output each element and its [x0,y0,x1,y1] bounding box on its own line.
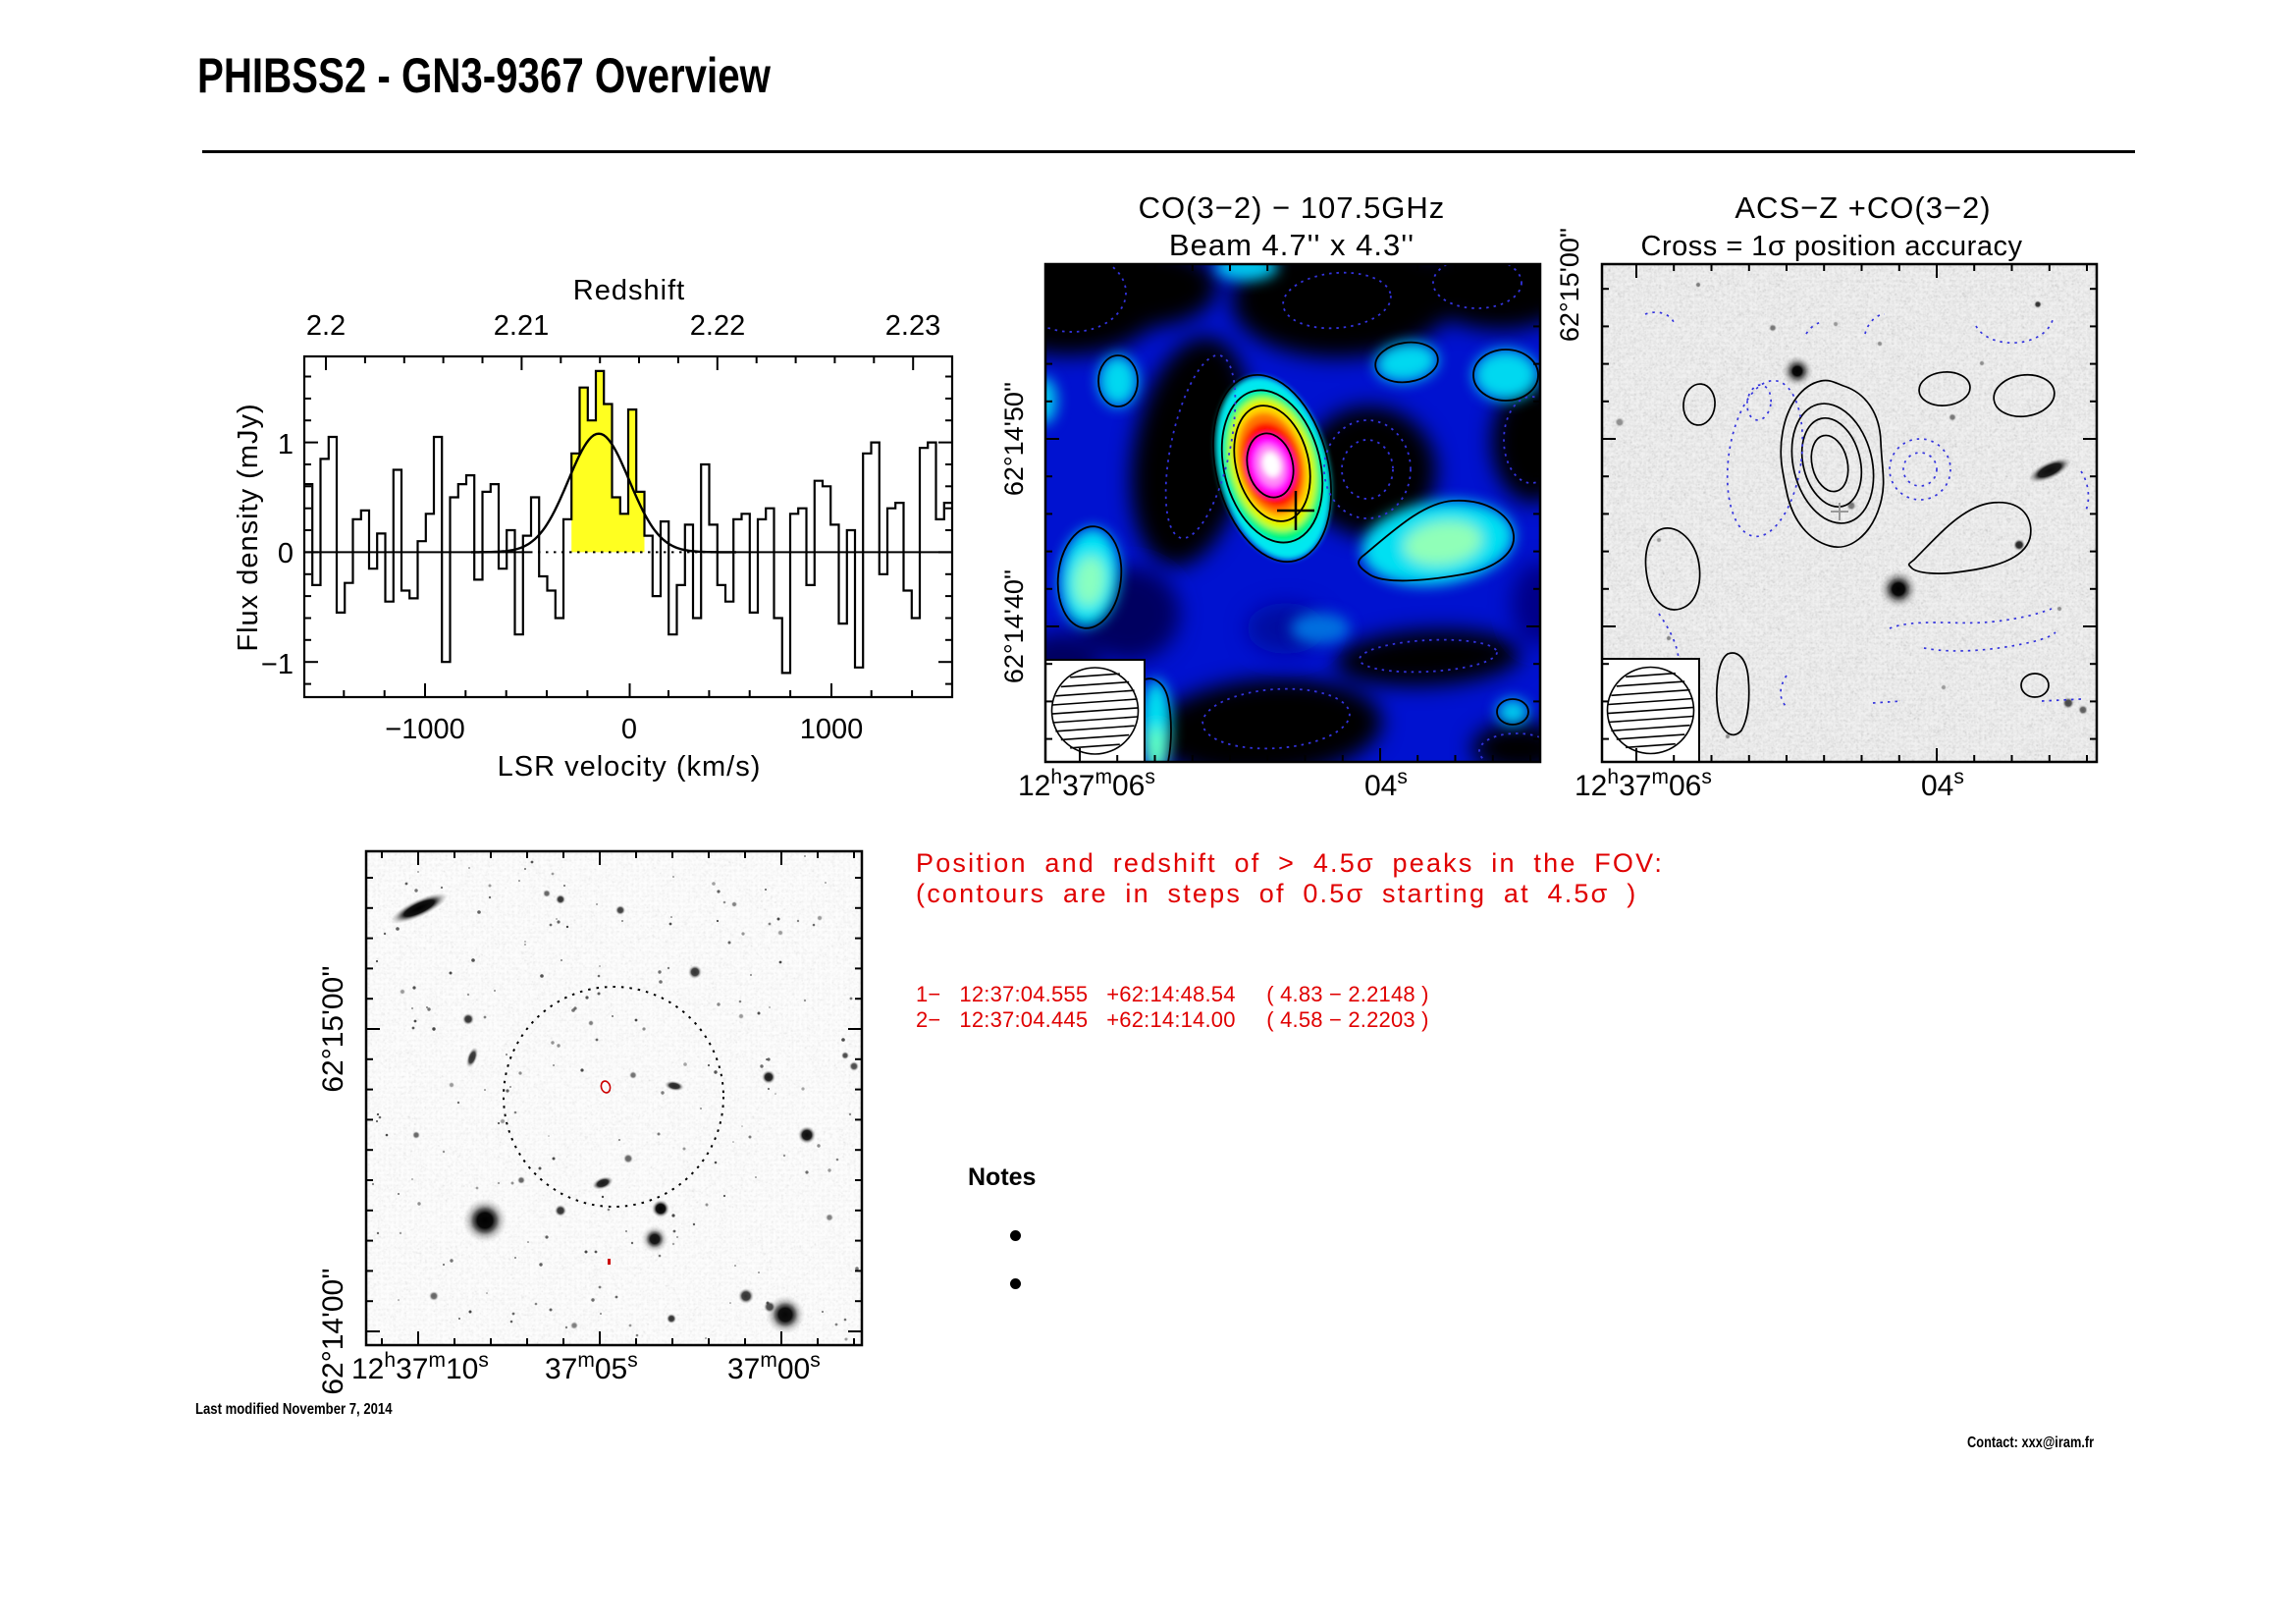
svg-text:62°15'00'': 62°15'00'' [317,965,349,1092]
svg-text:37m00s: 37m00s [727,1349,821,1385]
svg-text:Flux density (mJy): Flux density (mJy) [233,403,264,651]
svg-text:04s: 04s [1921,766,1964,802]
svg-text:2.23: 2.23 [885,310,940,342]
svg-text:62°14'50'': 62°14'50'' [999,382,1029,496]
svg-text:−1: −1 [261,649,294,680]
svg-text:12h37m06s: 12h37m06s [1575,766,1712,802]
svg-text:−1000: −1000 [385,714,464,745]
svg-text:62°14'00'': 62°14'00'' [317,1268,349,1394]
svg-text:62°14'40'': 62°14'40'' [999,569,1029,683]
svg-text:2.22: 2.22 [690,310,745,342]
svg-text:2.2: 2.2 [306,310,346,342]
svg-text:12h37m06s: 12h37m06s [1018,766,1155,802]
svg-text:12h37m10s: 12h37m10s [351,1349,489,1385]
svg-text:1: 1 [278,429,294,460]
svg-text:0: 0 [278,538,294,569]
svg-text:04s: 04s [1364,766,1408,802]
svg-text:Cross = 1σ position accuracy: Cross = 1σ position accuracy [1641,231,2023,262]
svg-text:Redshift: Redshift [573,275,685,306]
svg-text:ACS−Z +CO(3−2): ACS−Z +CO(3−2) [1735,190,1991,225]
svg-text:0: 0 [621,714,637,745]
svg-text:37m05s: 37m05s [545,1349,638,1385]
svg-text:CO(3−2) − 107.5GHz: CO(3−2) − 107.5GHz [1139,190,1446,225]
svg-text:LSR velocity (km/s): LSR velocity (km/s) [498,751,762,783]
svg-text:1000: 1000 [800,714,864,745]
svg-text:Beam 4.7'' x 4.3'': Beam 4.7'' x 4.3'' [1169,228,1415,262]
svg-text:2.21: 2.21 [494,310,549,342]
svg-text:62°15'00'': 62°15'00'' [1555,228,1584,342]
